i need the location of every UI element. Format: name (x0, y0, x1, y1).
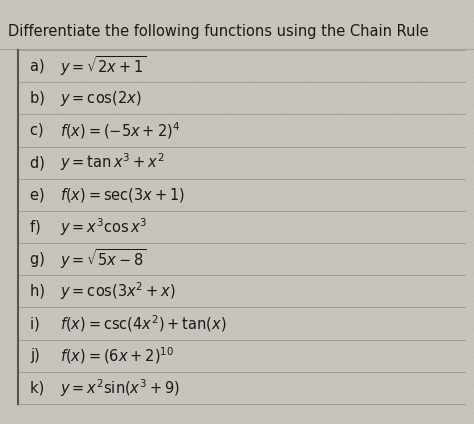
Text: b): b) (30, 91, 54, 106)
Text: $y = x^2 \sin(x^3 + 9)$: $y = x^2 \sin(x^3 + 9)$ (60, 377, 180, 399)
Text: $y = \cos(2x)$: $y = \cos(2x)$ (60, 89, 142, 108)
Text: k): k) (30, 380, 54, 396)
Text: e): e) (30, 187, 54, 202)
Text: $f(x) = (-5x + 2)^4$: $f(x) = (-5x + 2)^4$ (60, 120, 180, 141)
Text: $f(x) = \sec(3x+1)$: $f(x) = \sec(3x+1)$ (60, 186, 185, 204)
Text: f): f) (30, 220, 55, 234)
Text: h): h) (30, 284, 54, 299)
Text: d): d) (30, 155, 54, 170)
Text: c): c) (30, 123, 53, 138)
Text: i): i) (30, 316, 54, 331)
Text: $y = \sqrt{5x - 8}$: $y = \sqrt{5x - 8}$ (60, 247, 146, 271)
Text: $y = \tan x^3 + x^2$: $y = \tan x^3 + x^2$ (60, 152, 164, 173)
Text: g): g) (30, 252, 54, 267)
Text: $y = x^3 \cos x^3$: $y = x^3 \cos x^3$ (60, 216, 147, 238)
Text: j): j) (30, 348, 54, 363)
Text: a): a) (30, 59, 54, 74)
Text: $f(x) = (6x + 2)^{10}$: $f(x) = (6x + 2)^{10}$ (60, 346, 174, 366)
Text: $f(x) = \csc(4x^2) + \tan(x)$: $f(x) = \csc(4x^2) + \tan(x)$ (60, 313, 227, 334)
Text: Differentiate the following functions using the Chain Rule: Differentiate the following functions us… (8, 24, 428, 39)
Text: $y = \sqrt{2x + 1}$: $y = \sqrt{2x + 1}$ (60, 54, 146, 78)
Text: $y = \cos(3x^2 + x)$: $y = \cos(3x^2 + x)$ (60, 281, 176, 302)
